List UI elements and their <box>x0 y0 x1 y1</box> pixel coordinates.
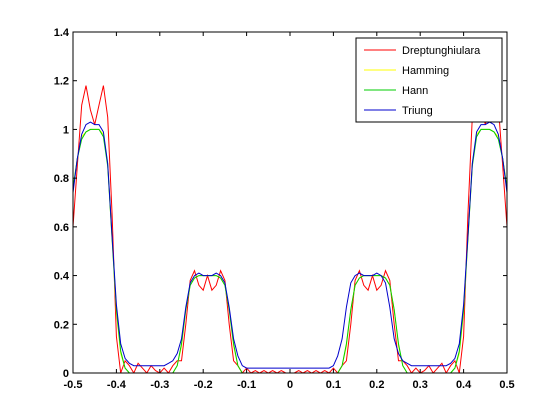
x-tick-label: -0.5 <box>64 379 83 391</box>
x-tick-label: 0.2 <box>369 379 384 391</box>
x-tick-label: -0.4 <box>107 379 127 391</box>
x-tick-label: 0.4 <box>456 379 472 391</box>
x-tick-label: 0.1 <box>326 379 341 391</box>
y-tick-label: 0.2 <box>54 319 69 331</box>
series-layer <box>73 85 507 373</box>
series-line-4 <box>73 121 507 369</box>
y-tick-label: 1.4 <box>54 27 70 39</box>
y-tick-label: 1 <box>63 124 69 136</box>
x-tick-label: -0.3 <box>150 379 169 391</box>
legend-box <box>355 37 503 123</box>
series-line-1 <box>73 85 507 373</box>
y-tick-label: 0.6 <box>54 222 69 234</box>
y-tick-label: 0.8 <box>54 173 69 185</box>
x-tick-label: -0.2 <box>194 379 213 391</box>
legend-label: Dreptunghiulara <box>402 45 481 57</box>
legend: Dreptunghiulara Hamming Hann Triung <box>355 37 503 123</box>
x-tick-label: 0 <box>287 379 293 391</box>
legend-label: Hann <box>402 85 428 97</box>
legend-label: Hamming <box>402 65 449 77</box>
x-tick-label: -0.1 <box>237 379 256 391</box>
tick-layer: -0.5 -0.4 -0.3 -0.2 -0.1 0 0.1 0.2 0.3 0.4 0.5 0 0.2… <box>54 27 515 391</box>
y-tick-label: 1.2 <box>54 76 69 88</box>
x-tick-label: 0.3 <box>413 379 428 391</box>
y-tick-label: 0 <box>63 368 69 380</box>
y-tick-label: 0.4 <box>54 271 70 283</box>
legend-label: Triung <box>402 105 433 117</box>
x-tick-label: 0.5 <box>499 379 514 391</box>
